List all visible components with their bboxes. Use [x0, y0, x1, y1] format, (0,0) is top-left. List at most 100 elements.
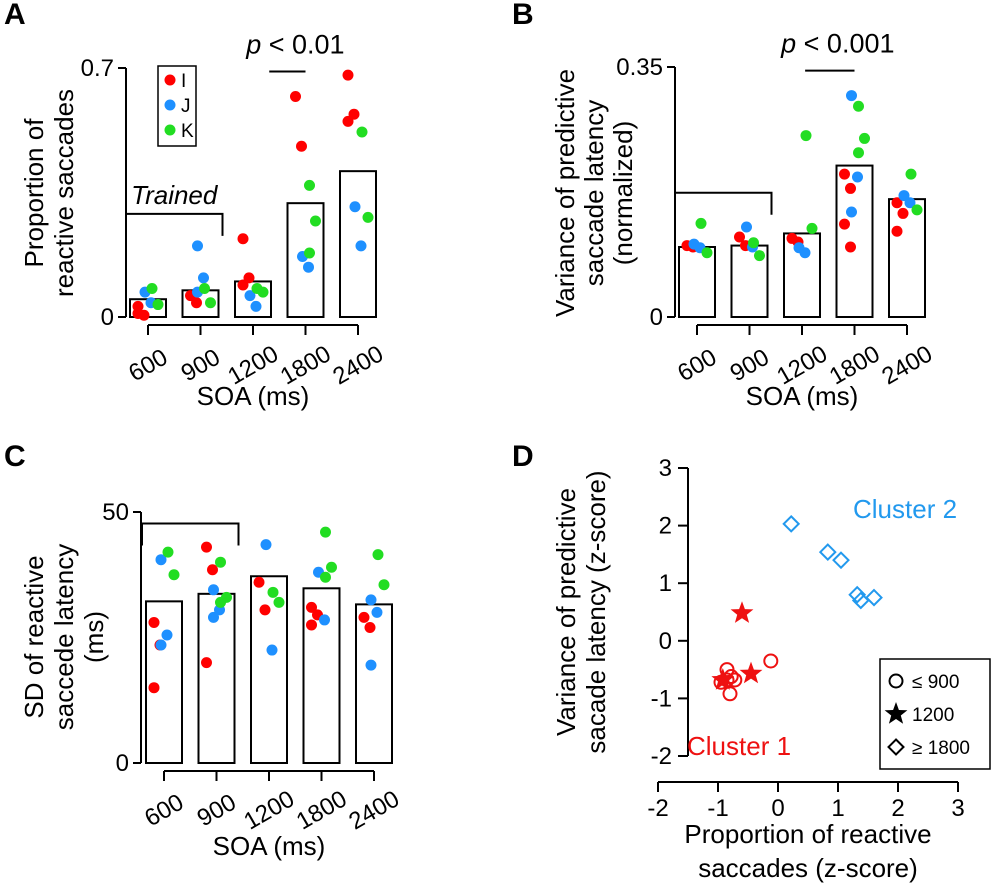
data-point-I	[358, 611, 370, 623]
data-point-I	[237, 233, 249, 245]
data-point-K	[168, 569, 180, 581]
data-point-J	[198, 272, 209, 284]
x-tick-label: 600	[124, 344, 172, 387]
y-tick-label: 3	[659, 455, 672, 482]
panel-d: D -2 -1 0 1 2 3 -2 -1 0 1 2 3 Proportion of reactive s…	[512, 440, 991, 883]
panel-letter: A	[4, 0, 26, 31]
significance-label: p < 0.01	[245, 30, 344, 60]
data-point-I	[891, 197, 903, 209]
scatter-point-star	[730, 601, 754, 623]
cluster-label: Cluster 1	[687, 731, 791, 761]
data-point-I	[839, 168, 850, 180]
x-tick-label: 3	[951, 795, 964, 822]
scatter-point-circle	[763, 653, 779, 669]
x-tick-label: 900	[193, 789, 241, 832]
y-tick-label: 2	[659, 513, 672, 540]
data-point-K	[205, 297, 216, 309]
data-point-J	[250, 300, 262, 312]
data-point-K	[162, 546, 174, 558]
data-point-K	[695, 217, 707, 229]
scatter-point-diamond	[832, 551, 850, 570]
significance-p: p	[245, 30, 261, 60]
data-point-I	[138, 309, 150, 321]
scatter-point-diamond	[818, 543, 837, 562]
x-tick-label: 2400	[344, 785, 404, 835]
data-point-J	[349, 201, 361, 213]
data-point-K	[273, 596, 285, 608]
legend-label: ≤ 900	[912, 672, 959, 693]
scatter-point-star	[711, 668, 735, 690]
data-point-J	[365, 659, 377, 671]
legend-marker-star	[884, 702, 908, 724]
x-tick-label: 600	[140, 789, 188, 832]
panel-c: C 0 50 SD of reactive saccede latency (ms) 600…	[4, 440, 404, 861]
y-tick-label: 0.7	[81, 55, 114, 82]
data-point-K	[320, 526, 331, 538]
data-point-J	[208, 584, 219, 596]
y-tick-label: 0.35	[616, 54, 663, 81]
data-point-I	[148, 616, 160, 628]
data-point-I	[191, 297, 202, 309]
scatter-point-diamond	[865, 588, 883, 607]
data-point-J	[161, 629, 173, 641]
data-point-K	[853, 147, 864, 159]
y-axis-label: saccade latency	[579, 100, 609, 286]
scatter-point-circle	[727, 672, 743, 688]
significance-value: < 0.001	[796, 29, 894, 59]
data-point-I	[845, 241, 856, 253]
data-point-J	[155, 639, 167, 651]
data-point-K	[304, 179, 315, 191]
data-point-J	[852, 171, 863, 183]
significance-value: < 0.01	[261, 30, 344, 60]
x-tick-label: 600	[673, 344, 721, 387]
legend-box	[157, 65, 197, 147]
data-point-I	[897, 207, 909, 219]
x-axis-label: SOA (ms)	[213, 831, 326, 861]
x-tick-label: -2	[647, 795, 668, 822]
data-point-K	[146, 283, 158, 295]
y-tick-label: 0	[650, 304, 663, 331]
data-point-K	[701, 247, 713, 259]
y-axis-label: saccede latency	[49, 544, 79, 730]
x-tick-label: 0	[771, 795, 784, 822]
x-axis-label: Proportion of reactive	[684, 819, 931, 849]
bar	[145, 600, 183, 765]
y-tick-label: -2	[651, 743, 672, 770]
data-point-K	[199, 283, 210, 295]
data-point-I	[132, 300, 144, 312]
data-point-K	[853, 100, 864, 112]
x-tick-label: 1200	[239, 785, 299, 835]
data-point-I	[259, 604, 271, 616]
data-point-K	[310, 215, 321, 227]
data-point-K	[320, 571, 331, 583]
bracket	[141, 522, 240, 546]
data-point-J	[155, 554, 167, 566]
data-point-K	[911, 204, 923, 216]
y-tick-label: -1	[651, 685, 672, 712]
y-tick-label: 50	[102, 499, 129, 526]
cluster-label: Cluster 2	[853, 494, 957, 524]
data-point-I	[891, 225, 903, 237]
legend-marker-diamond	[887, 738, 905, 756]
data-point-J	[355, 240, 367, 252]
legend-label: J	[181, 96, 191, 117]
data-point-I	[342, 115, 354, 127]
x-tick-label: -1	[707, 795, 728, 822]
data-point-I	[296, 140, 307, 152]
data-point-I	[237, 279, 249, 291]
x-tick-label: 1800	[292, 785, 352, 835]
x-axis-label: SOA (ms)	[197, 381, 310, 411]
data-point-K	[372, 549, 384, 561]
data-point-I	[364, 621, 376, 633]
data-point-K	[267, 586, 279, 598]
bracket-label: Trained	[131, 180, 219, 210]
data-point-J	[365, 594, 377, 606]
bracket	[674, 191, 773, 215]
data-point-I	[207, 564, 218, 576]
legend-label: ≥ 1800	[912, 738, 970, 759]
y-axis-label: SD of reactive	[19, 555, 49, 718]
scatter-point-circle	[722, 686, 738, 702]
bracket	[125, 212, 224, 236]
